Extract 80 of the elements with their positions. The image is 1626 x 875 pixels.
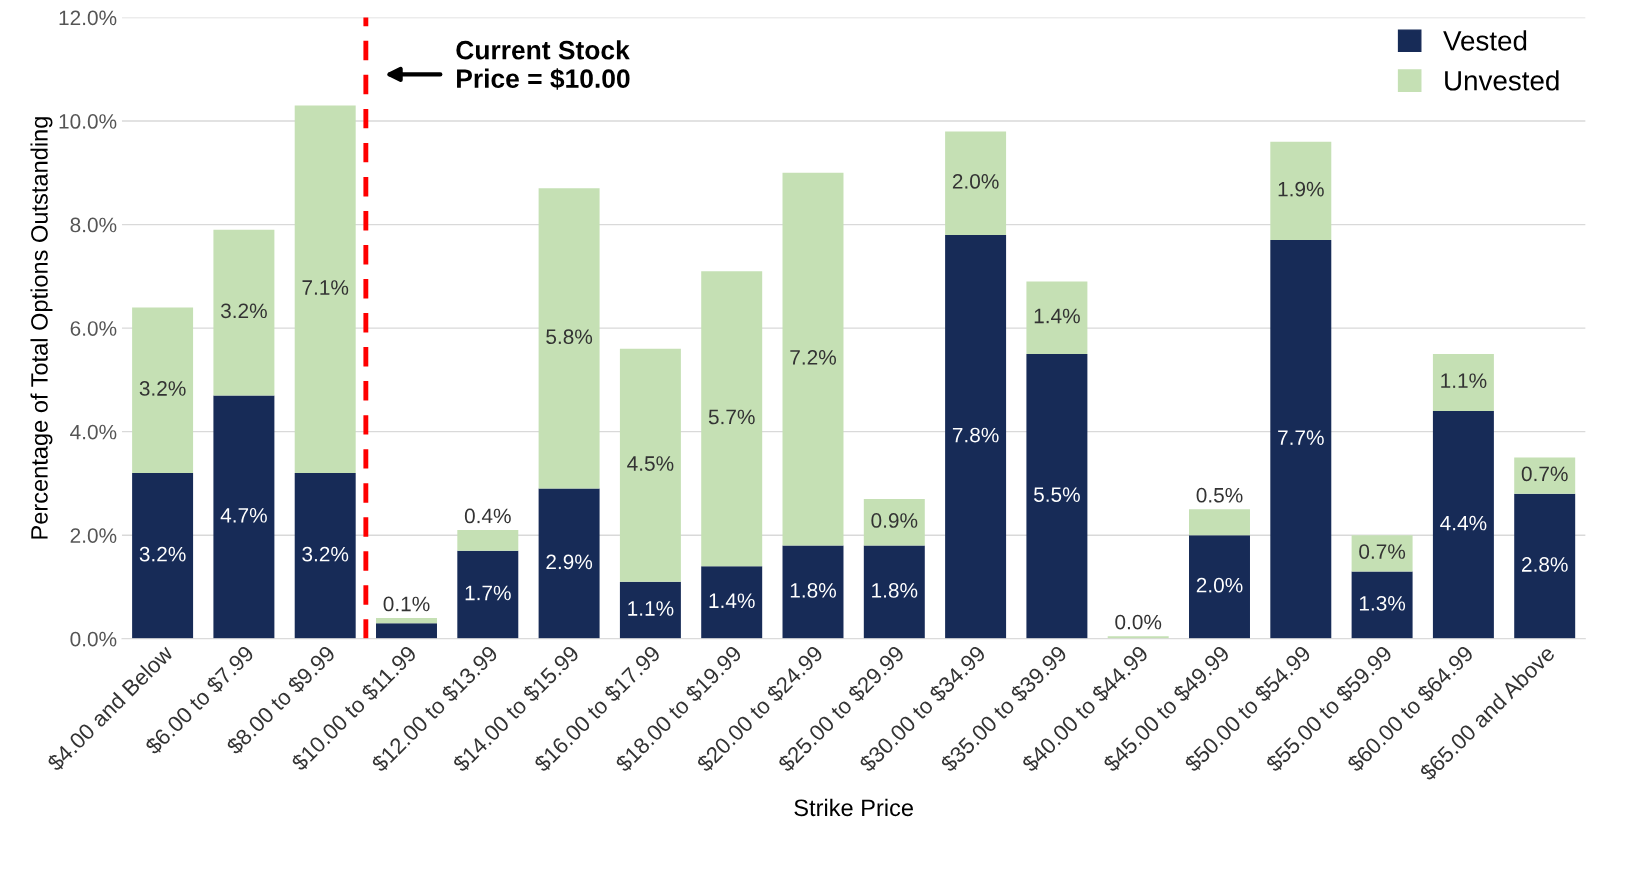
x-axis-title: Strike Price <box>794 798 913 817</box>
bar <box>538 488 600 639</box>
y-tick-label: 0.0% <box>70 631 117 647</box>
data-label: 0.7% <box>1359 544 1406 559</box>
data-label: 0.1% <box>383 596 430 612</box>
data-label: 7.2% <box>790 350 836 365</box>
data-label: 7.8% <box>952 427 999 443</box>
bar <box>782 172 844 546</box>
bar <box>1026 354 1088 639</box>
data-label: 4.7% <box>220 508 267 523</box>
data-label: 3.2% <box>302 546 349 562</box>
bar <box>132 473 194 639</box>
data-label: 1.1% <box>628 601 674 616</box>
bar <box>376 618 437 624</box>
data-label: 4.5% <box>627 456 674 471</box>
bar <box>1270 240 1332 639</box>
bar <box>863 545 925 639</box>
bar <box>1432 354 1494 411</box>
bar <box>1189 509 1250 536</box>
bar <box>1432 410 1494 639</box>
bar <box>1514 457 1576 494</box>
data-label: 5.7% <box>708 409 755 425</box>
data-label: 1.1% <box>1441 373 1487 388</box>
bar <box>294 473 356 639</box>
data-label: 0.4% <box>464 508 511 524</box>
bar <box>132 307 194 474</box>
data-label: 2.0% <box>952 174 999 189</box>
bar <box>619 348 681 582</box>
data-label: 0.0% <box>1115 614 1162 630</box>
data-label: 3.2% <box>139 381 186 396</box>
bar <box>1351 535 1413 572</box>
bar <box>1270 141 1332 241</box>
bar <box>863 498 925 546</box>
data-label: 0.7% <box>1521 466 1568 482</box>
y-tick-label: 2.0% <box>70 528 117 543</box>
y-tick-label: 10.0% <box>59 114 117 129</box>
data-label: 1.9% <box>1278 181 1324 197</box>
bar <box>1026 281 1088 355</box>
y-tick-label: 8.0% <box>70 217 117 233</box>
data-label: 2.9% <box>546 554 593 570</box>
y-tick-label: 4.0% <box>70 424 117 440</box>
data-label: 1.7% <box>465 585 511 601</box>
bar <box>1514 493 1576 639</box>
data-label: 2.8% <box>1522 557 1568 572</box>
data-label: 7.7% <box>1278 430 1324 445</box>
data-label: 5.5% <box>1033 487 1080 502</box>
bar <box>1351 571 1413 639</box>
bar <box>619 581 681 639</box>
data-label: 3.2% <box>139 546 186 562</box>
bar <box>945 234 1007 639</box>
data-label: 4.4% <box>1440 515 1487 531</box>
bar <box>701 271 763 567</box>
bar <box>457 530 519 551</box>
legend-label: Vested <box>1443 30 1527 51</box>
bar <box>945 131 1007 235</box>
bar <box>1189 535 1250 639</box>
data-label: 0.5% <box>1196 487 1243 503</box>
annotation: Current Stock Price = $10.00 <box>456 40 630 90</box>
bar <box>213 395 275 639</box>
data-label: 5.8% <box>546 329 593 345</box>
data-label: 1.8% <box>790 583 836 598</box>
legend-label: Unvested <box>1445 70 1559 91</box>
y-tick-label: 12.0% <box>59 10 117 26</box>
data-label: 2.0% <box>1196 577 1243 593</box>
y-axis-title: Percentage of Total Options Outstanding <box>30 117 53 539</box>
data-label: 1.4% <box>709 593 755 609</box>
bar <box>213 229 275 396</box>
bar <box>457 550 519 639</box>
y-tick-label: 6.0% <box>70 321 117 336</box>
data-label: 1.3% <box>1359 595 1406 611</box>
bar <box>376 623 437 639</box>
bar <box>294 105 356 474</box>
data-label: 7.1% <box>302 280 349 295</box>
bar <box>782 545 844 639</box>
data-label: 3.2% <box>220 303 267 319</box>
data-label: 1.4% <box>1034 308 1080 324</box>
bar <box>538 188 600 489</box>
data-label: 0.9% <box>871 513 918 528</box>
data-label: 1.8% <box>872 583 918 598</box>
bar <box>701 566 763 639</box>
